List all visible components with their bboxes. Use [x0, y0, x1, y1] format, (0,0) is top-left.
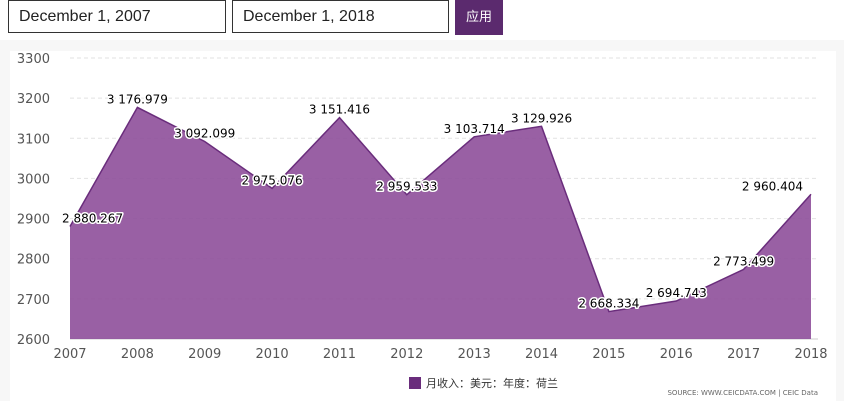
legend-swatch — [409, 377, 421, 389]
x-tick-label: 2013 — [458, 347, 491, 362]
y-tick-label: 3200 — [17, 92, 50, 107]
data-label: 2 959.533 — [376, 180, 437, 194]
start-date-input[interactable]: December 1, 2007 — [8, 0, 226, 33]
data-label: 2 975.076 — [242, 173, 303, 187]
data-label: 2 773.499 — [713, 254, 774, 268]
data-label: 2 668.334 — [578, 297, 639, 311]
y-tick-label: 3100 — [17, 132, 50, 147]
x-tick-label: 2011 — [323, 347, 356, 362]
source-credit: SOURCE: WWW.CEICDATA.COM | CEIC Data — [667, 389, 818, 397]
x-tick-label: 2015 — [592, 347, 625, 362]
y-tick-label: 2900 — [17, 213, 50, 228]
data-label: 3 103.714 — [444, 122, 505, 136]
x-tick-label: 2018 — [794, 347, 827, 362]
end-date-input[interactable]: December 1, 2018 — [232, 0, 449, 33]
data-labels: 2 880.267 3 176.979 3 092.099 2 975.076 3 15… — [61, 91, 805, 312]
series-line — [69, 106, 812, 313]
data-label: 2 960.404 — [742, 179, 803, 193]
x-tick-label: 2014 — [525, 347, 558, 362]
data-label: 3 129.926 — [511, 111, 572, 125]
apply-button[interactable]: 应用 — [455, 0, 503, 35]
x-tick-label: 2007 — [53, 347, 86, 362]
x-tick-label: 2017 — [727, 347, 760, 362]
date-range-controls: December 1, 2007 December 1, 2018 应用 — [0, 0, 844, 40]
data-label: 3 176.979 — [107, 92, 168, 106]
y-axis: 2600 2700 2800 2900 3000 3100 3200 3300 — [17, 52, 50, 348]
area-fill — [70, 107, 811, 340]
x-tick-label: 2012 — [390, 347, 423, 362]
x-tick-label: 2010 — [256, 347, 289, 362]
data-label: 2 694.743 — [646, 286, 707, 300]
y-tick-label: 3000 — [17, 172, 50, 187]
y-tick-label: 2700 — [17, 293, 50, 308]
data-label: 3 151.416 — [309, 103, 370, 117]
data-label: 2 880.267 — [62, 212, 123, 226]
y-tick-label: 2800 — [17, 253, 50, 268]
data-label: 3 092.099 — [174, 127, 235, 141]
legend[interactable]: 月收入：美元：年度：荷兰 — [409, 376, 558, 390]
area-series — [69, 106, 812, 340]
x-tick-label: 2008 — [121, 347, 154, 362]
legend-label[interactable]: 月收入：美元：年度：荷兰 — [426, 376, 558, 390]
x-tick-label: 2016 — [660, 347, 693, 362]
x-tick-label: 2009 — [188, 347, 221, 362]
x-axis: 2007 2008 2009 2010 2011 2012 2013 2014 2015 2016… — [53, 347, 827, 362]
y-tick-label: 2600 — [17, 333, 50, 348]
y-tick-label: 3300 — [17, 52, 50, 67]
